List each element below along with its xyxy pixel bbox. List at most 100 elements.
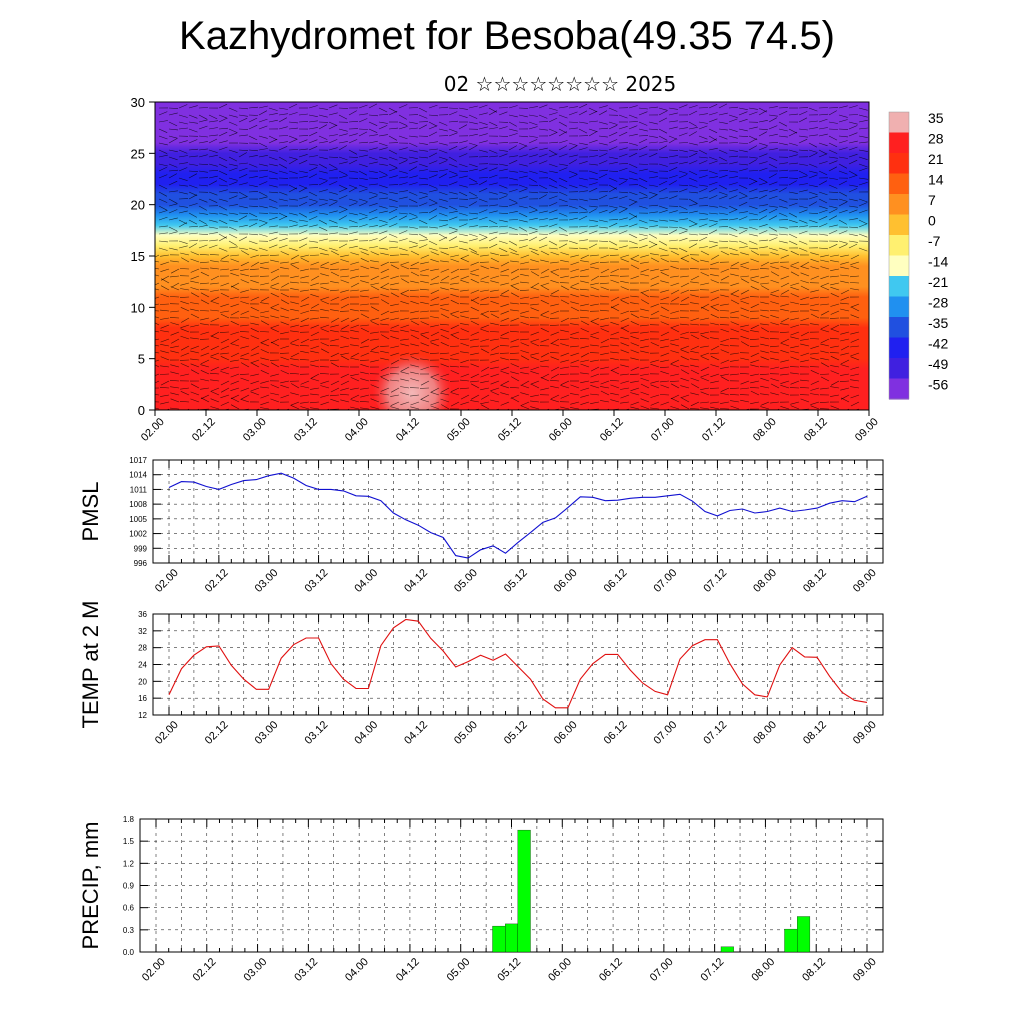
wind-barb <box>159 387 170 389</box>
wind-barb <box>300 275 310 279</box>
wind-barb <box>559 338 570 340</box>
wind-barb <box>448 156 457 162</box>
wind-barb <box>319 373 330 375</box>
wind-barb <box>608 156 618 160</box>
wind-barb <box>220 303 230 307</box>
wind-barb <box>680 377 690 382</box>
wind-barb <box>568 111 578 116</box>
wind-barb <box>610 279 620 284</box>
wind-barb <box>208 191 218 196</box>
wind-barb <box>320 309 330 312</box>
wind-barb <box>638 244 648 249</box>
wind-barb <box>808 174 818 179</box>
wind-barb <box>248 240 258 245</box>
wind-barb <box>469 317 480 320</box>
y-tick-label: 0.6 <box>123 904 135 913</box>
wind-barb <box>578 225 588 228</box>
wind-barb <box>240 387 250 392</box>
wind-barb <box>509 352 520 354</box>
wind-barb <box>158 232 168 235</box>
wind-barb <box>830 254 840 257</box>
wind-barb <box>250 328 260 333</box>
y-tick-label: 25 <box>131 146 145 161</box>
wind-barb <box>798 247 808 252</box>
wind-barb <box>180 328 190 333</box>
wind-barb <box>660 384 670 389</box>
wind-barb <box>638 226 648 229</box>
wind-barb <box>250 391 260 396</box>
wind-barb <box>838 209 848 214</box>
wind-barb <box>308 131 318 137</box>
wind-barb <box>608 139 618 144</box>
wind-barb <box>810 258 820 263</box>
wind-barb <box>528 139 538 144</box>
wind-barb <box>180 363 190 368</box>
wind-barb <box>288 212 298 216</box>
wind-barb <box>350 373 360 377</box>
wind-barb <box>200 299 210 305</box>
y-tick-label: 0.0 <box>123 948 135 957</box>
wind-barb <box>790 405 800 410</box>
wind-barb <box>170 268 180 274</box>
wind-barb <box>230 254 240 257</box>
wind-barb <box>588 225 598 228</box>
wind-barb <box>740 278 750 284</box>
x-tick-label: 07.00 <box>649 416 677 444</box>
wind-barb <box>318 141 328 144</box>
wind-barb <box>238 205 248 209</box>
colorbar-swatch <box>889 235 909 257</box>
wind-barb <box>348 231 358 235</box>
wind-barb <box>400 261 410 266</box>
wind-barb <box>228 181 238 186</box>
wind-barb <box>518 154 528 158</box>
wind-barb <box>480 324 490 329</box>
wind-barb <box>250 296 260 301</box>
wind-barb <box>550 289 560 295</box>
wind-barb <box>398 114 407 120</box>
wind-barb <box>418 195 428 200</box>
wind-barb <box>618 225 628 228</box>
wind-barb <box>400 366 410 372</box>
wind-barb <box>155 359 160 362</box>
wind-barb <box>170 331 180 336</box>
wind-barb <box>440 373 450 378</box>
wind-barb <box>318 226 328 231</box>
wind-barb <box>688 239 699 242</box>
wind-barb <box>740 387 750 390</box>
wind-barb <box>548 153 558 158</box>
wind-barb <box>168 107 179 109</box>
wind-barb <box>298 121 309 123</box>
wind-barb <box>180 252 190 256</box>
wind-barb <box>308 202 318 207</box>
wind-barb <box>818 223 828 228</box>
wind-barb <box>768 247 778 251</box>
wind-barb <box>460 323 470 326</box>
x-tick-label: 05.12 <box>502 719 530 747</box>
wind-barb <box>360 387 370 390</box>
heatmap-x-axis: 02.00 02.12 03.00 03.12 04.00 04.12 05.00 05.12… <box>139 410 881 444</box>
wind-barb <box>828 166 838 172</box>
wind-barb <box>160 293 170 298</box>
wind-barb <box>659 303 670 305</box>
wind-barb <box>170 322 180 326</box>
wind-barb <box>610 392 620 396</box>
wind-barb <box>680 365 690 368</box>
wind-barb <box>710 355 720 361</box>
wind-barb <box>558 243 568 249</box>
wind-barb <box>848 240 858 243</box>
wind-barb <box>310 303 320 309</box>
wind-barb <box>520 315 530 319</box>
wind-barb <box>441 404 450 410</box>
wind-barb <box>420 334 430 340</box>
wind-barb <box>468 191 478 197</box>
wind-barb <box>241 250 250 256</box>
wind-barb <box>210 391 220 396</box>
wind-barb <box>730 400 740 403</box>
wind-barb <box>828 149 838 154</box>
wind-barb <box>760 406 770 410</box>
wind-barb <box>198 198 208 203</box>
wind-barb <box>155 310 160 312</box>
wind-barb <box>468 212 479 215</box>
wind-barb <box>700 352 710 357</box>
wind-barb <box>270 307 280 312</box>
